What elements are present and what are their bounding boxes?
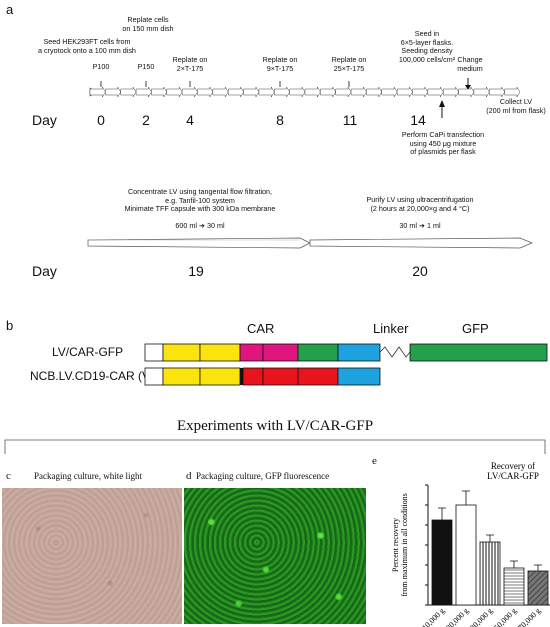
timeline-1 [89, 78, 521, 118]
day-0: 0 [97, 112, 105, 128]
day-4: 4 [186, 112, 194, 128]
timeline-segment [151, 86, 168, 98]
day-label-1: Day [32, 112, 57, 128]
event-collect-lv-label: Collect LV (200 ml from flask) [486, 97, 546, 115]
uc-description: Purify LV using ultracentrifugation (2 h… [366, 195, 474, 213]
timeline-segment [258, 86, 275, 98]
timeline-segment [381, 86, 398, 98]
event-replate150-label: Replate cells on 150 mm dish [122, 15, 174, 33]
day-19: 19 [188, 263, 204, 279]
car-header: CAR [247, 321, 275, 336]
construct-2-bar [144, 367, 381, 386]
timeline-segment [473, 86, 490, 98]
event-replate-25x-label: Replate on 25×T-175 [331, 55, 367, 73]
recovery-chart: 10,000 g20,000 g30,000 g50,000 g70,000 g… [391, 461, 550, 627]
panel-d-letter: d [186, 470, 192, 482]
error-bar-0 [438, 507, 446, 520]
construct-1-name: LV/CAR-GFP [52, 345, 124, 359]
timeline-segment [320, 86, 337, 98]
error-bar-2 [486, 534, 494, 542]
event-transfection-label: Perform CaPi transfection using 450 μg m… [401, 130, 485, 156]
event-seed-flasks-label: Seed in 6×5-layer flasks. Seeding densit… [398, 29, 456, 64]
construct-1-bar [144, 343, 548, 362]
timeline-2 [87, 237, 533, 249]
x-tick-label-2: 30,000 g [468, 606, 494, 627]
day-11: 11 [342, 112, 358, 128]
error-bar-1 [462, 490, 470, 505]
experiments-title: Experiments with LV/CAR-GFP [176, 418, 374, 434]
timeline-segment [243, 86, 260, 98]
timeline-segment [427, 86, 444, 98]
construct-2-name: NCB.LV.CD19-CAR (V1) [30, 369, 161, 383]
timeline-segment [396, 86, 413, 98]
timeline-segment [197, 86, 214, 98]
event-replate-9x-label: Replate on 9×T-175 [262, 55, 298, 73]
timeline-segment [489, 86, 505, 98]
gfp-fluorescence-image [184, 488, 366, 624]
uc-volume: 30 ml ➔ 1 ml [399, 221, 441, 230]
panel-c-caption: Packaging culture, white light [34, 471, 142, 481]
timeline-segment [274, 86, 290, 98]
x-tick-label-0: 10,000 g [420, 606, 446, 627]
x-tick-label-3: 50,000 g [492, 606, 518, 627]
bar-1 [455, 504, 477, 606]
x-tick-label-4: 70,000 g [516, 606, 542, 627]
timeline-segment [335, 86, 352, 98]
event-p150-label: P150 [137, 62, 155, 71]
timeline-segment [120, 86, 137, 98]
bar-0 [431, 519, 453, 606]
white-light-image [2, 488, 182, 624]
timeline-segment [289, 86, 306, 98]
bar-2 [479, 541, 501, 606]
panel-c-letter: c [6, 470, 11, 482]
timeline-segment [350, 86, 367, 98]
panel-d-caption: Packaging culture, GFP fluorescence [196, 471, 330, 481]
day-label-2: Day [32, 263, 57, 279]
bar-4 [527, 570, 549, 606]
timeline-segment [442, 86, 459, 98]
bar-3 [503, 567, 525, 606]
timeline-segment [212, 86, 229, 98]
day-8: 8 [276, 112, 284, 128]
construct-diagram [144, 343, 548, 386]
timeline-segment [227, 86, 244, 98]
timeline-segment [181, 86, 198, 98]
event-p100-label: P100 [92, 62, 110, 71]
timeline-segment [135, 86, 152, 98]
timeline-segment [105, 86, 122, 98]
day-2: 2 [142, 112, 150, 128]
timeline-segment [89, 86, 106, 98]
panel-b-letter: b [6, 318, 14, 333]
panel-e-letter: e [372, 455, 377, 467]
timeline-segment [412, 86, 429, 98]
timeline-segment [366, 86, 383, 98]
panel-a-letter: a [6, 2, 14, 17]
linker-header: Linker [373, 321, 409, 336]
chart-title: Recovery of LV/CAR-GFP [487, 461, 539, 481]
day-20: 20 [412, 263, 428, 279]
gfp-header: GFP [462, 321, 489, 336]
tff-volume: 600 ml ➔ 30 ml [175, 221, 225, 230]
experiments-bracket [4, 439, 546, 454]
timeline-segment [458, 86, 475, 98]
y-axis-label: Percent recoveryfrom maximum in all cond… [391, 493, 409, 597]
error-bar-4 [534, 564, 542, 571]
event-seed-label: Seed HEK293FT cells from a cryotock onto… [38, 37, 136, 55]
tff-arrow [87, 237, 311, 249]
event-replate-2x-label: Replate on 2×T-175 [172, 55, 208, 73]
timeline-segment [166, 86, 183, 98]
error-bar-3 [510, 560, 518, 568]
tff-description: Concentrate LV using tangental flow filt… [124, 187, 276, 213]
timeline-segment [504, 86, 521, 98]
uc-arrow [309, 237, 533, 249]
timeline-segment [304, 86, 321, 98]
x-tick-label-1: 20,000 g [444, 606, 470, 627]
event-change-medium-label: Change medium [457, 55, 483, 73]
day-14: 14 [410, 112, 426, 128]
